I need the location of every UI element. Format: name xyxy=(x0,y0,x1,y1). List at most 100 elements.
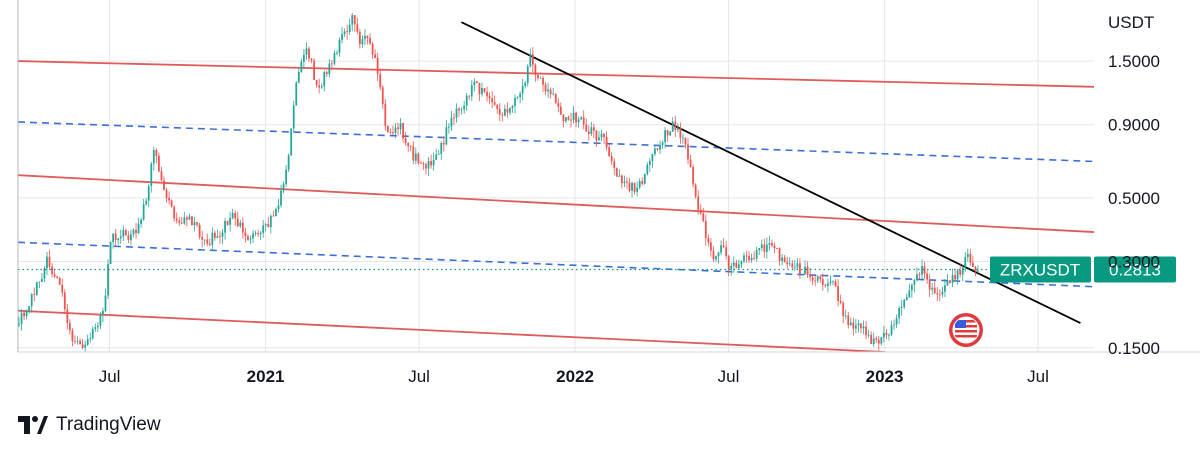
candle-body xyxy=(771,243,773,246)
time-tick-label: 2021 xyxy=(247,367,285,386)
candle-body xyxy=(895,318,898,325)
candle-body xyxy=(420,162,422,164)
middle-red-channel-line[interactable] xyxy=(18,174,1094,233)
candle-body xyxy=(600,133,603,138)
candle-body xyxy=(661,142,664,146)
candle xyxy=(862,320,865,335)
lower-red-channel-line[interactable] xyxy=(18,309,885,352)
candle-body xyxy=(877,339,880,344)
candle-body xyxy=(94,327,97,330)
candle xyxy=(880,336,883,346)
candle-body xyxy=(778,248,781,261)
candle xyxy=(453,113,455,125)
candle-body xyxy=(313,60,315,80)
candle-body xyxy=(951,274,954,283)
candle-body xyxy=(252,233,254,239)
candle xyxy=(592,123,595,139)
brand-footer[interactable]: TradingView xyxy=(18,412,161,438)
candle xyxy=(865,321,867,340)
candle xyxy=(305,42,308,60)
candle-body xyxy=(122,230,125,237)
candle xyxy=(608,144,611,157)
candle xyxy=(972,255,974,268)
candle-body xyxy=(944,285,946,292)
candle xyxy=(150,161,153,193)
candle-body xyxy=(343,31,346,34)
candle xyxy=(297,68,300,84)
candle-body xyxy=(936,293,939,295)
candle-body xyxy=(404,138,407,143)
candle-body xyxy=(422,163,425,165)
candle-body xyxy=(570,119,572,121)
candle-body xyxy=(102,310,104,316)
candle xyxy=(821,273,824,291)
candle-body xyxy=(699,209,702,214)
candle-body xyxy=(730,265,733,269)
candle xyxy=(158,152,160,173)
candle xyxy=(247,234,249,241)
candle xyxy=(913,278,916,293)
candle xyxy=(48,249,51,270)
candle-body xyxy=(397,127,399,130)
candle-body xyxy=(618,175,621,177)
candle-body xyxy=(501,114,504,116)
candle-body xyxy=(53,274,56,277)
candle-body xyxy=(310,58,313,61)
candle-body xyxy=(727,256,730,269)
symbol-badge[interactable] xyxy=(990,256,1091,283)
candle xyxy=(641,177,644,186)
candle-body xyxy=(921,266,923,275)
candle xyxy=(674,115,677,138)
candle-body xyxy=(302,54,305,62)
candle-body xyxy=(18,323,20,326)
candle xyxy=(760,239,763,251)
candle xyxy=(750,253,753,263)
price-axis[interactable]: USDT 1.5000 0.9000 0.5000 0.3000 0.1500 xyxy=(1108,13,1160,358)
time-axis[interactable]: Jul 2021 Jul 2022 Jul 2023 Jul xyxy=(99,367,1049,386)
candle-body xyxy=(244,232,247,237)
candle-body xyxy=(442,142,445,145)
candle xyxy=(478,82,481,102)
candle-body xyxy=(486,91,488,97)
candle xyxy=(155,148,158,164)
candle xyxy=(191,215,193,226)
candle xyxy=(409,145,412,152)
candle-body xyxy=(781,257,784,261)
candle xyxy=(66,303,69,330)
candle xyxy=(18,317,20,327)
candle xyxy=(361,35,364,48)
candle xyxy=(849,317,852,326)
candle xyxy=(926,270,929,284)
us-flag-icon[interactable] xyxy=(949,313,983,347)
candle xyxy=(427,157,430,177)
candle xyxy=(684,137,687,149)
candle xyxy=(687,138,689,165)
candle-body xyxy=(132,229,135,235)
candle xyxy=(399,118,402,135)
candle xyxy=(333,50,336,66)
candle-body xyxy=(679,127,682,138)
candle xyxy=(539,76,542,79)
candle-body xyxy=(221,232,224,237)
candle-body xyxy=(295,82,298,106)
candle xyxy=(671,117,674,132)
candle-body xyxy=(745,255,748,257)
candle-body xyxy=(417,153,420,163)
candle xyxy=(358,28,361,49)
candle-body xyxy=(636,187,639,192)
candle xyxy=(58,276,61,286)
candle-body xyxy=(374,54,377,58)
upper-red-channel-line[interactable] xyxy=(18,60,1094,88)
candle xyxy=(460,107,463,115)
last-price-badge[interactable] xyxy=(1094,256,1176,283)
candle xyxy=(180,217,183,225)
candle xyxy=(272,210,275,217)
candle-body xyxy=(275,209,277,217)
candle xyxy=(112,233,115,249)
candle xyxy=(740,260,743,269)
candle-body xyxy=(163,180,165,190)
descending-resistance-line[interactable] xyxy=(461,21,1081,324)
candle xyxy=(175,212,178,224)
candle xyxy=(343,28,346,37)
